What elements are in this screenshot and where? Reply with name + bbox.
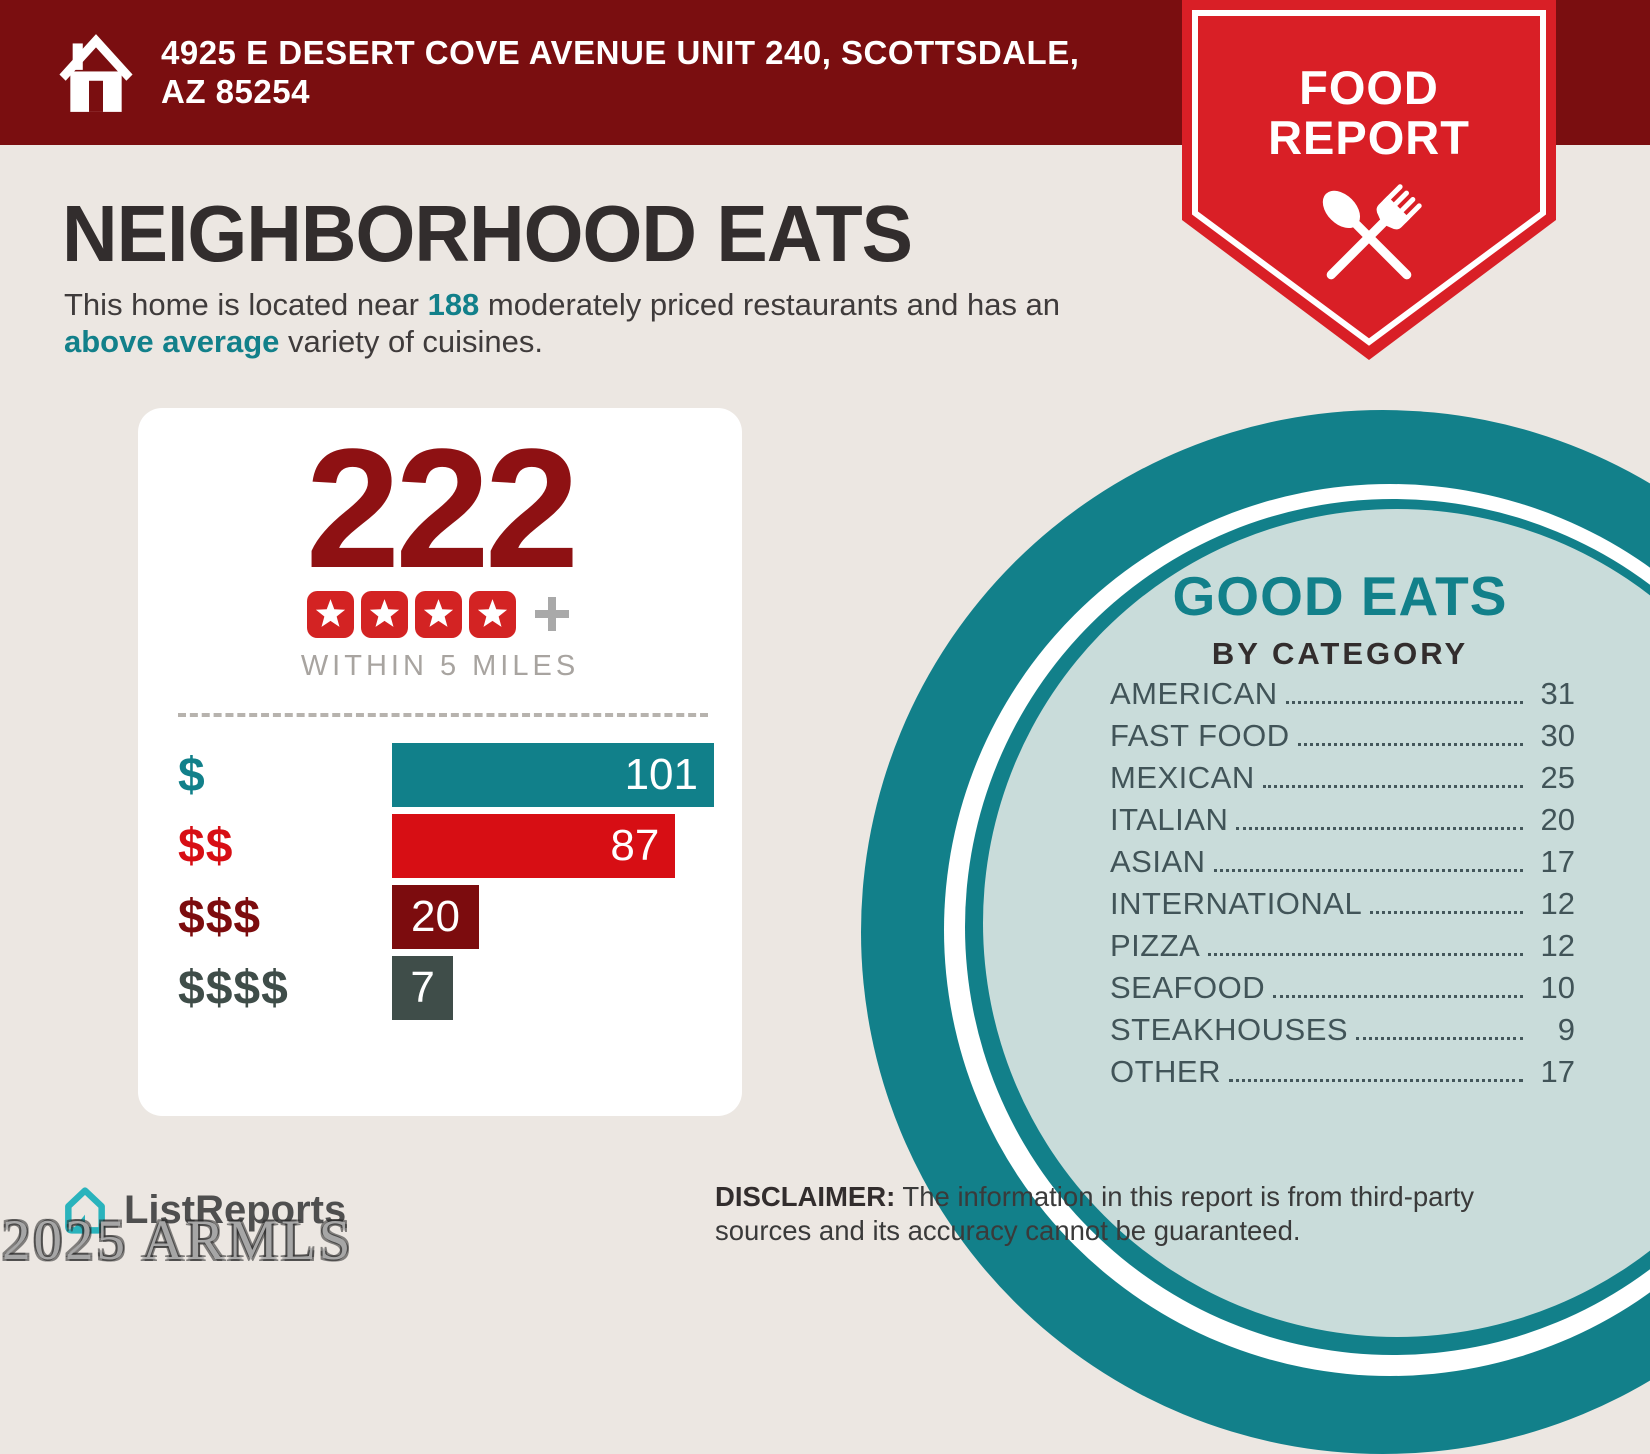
category-row: FAST FOOD 30 [1110,718,1575,760]
category-count: 10 [1540,970,1575,1005]
category-row: MEXICAN 25 [1110,760,1575,802]
dotted-leader [1356,1037,1523,1040]
property-address: 4925 E DESERT COVE AVENUE UNIT 240, SCOT… [161,33,1080,110]
category-row: SEAFOOD 10 [1110,970,1575,1012]
category-list: AMERICAN 31 FAST FOOD 30 MEXICAN 25 ITAL… [1110,676,1575,1096]
price-tier-bar: 101 [392,743,714,807]
listreports-logo: ListReports [60,1184,346,1236]
listreports-wordmark: ListReports [124,1187,347,1232]
dotted-leader [1208,953,1523,956]
food-report-badge: FOOD REPORT [1182,0,1556,360]
category-count: 20 [1540,802,1575,837]
dotted-leader [1370,911,1523,914]
price-tier-row: $$ 87 [178,814,714,878]
category-name: ASIAN [1110,844,1206,879]
intro-lead: This home is located near [64,287,428,322]
disclaimer-text: The information in this report is from t… [715,1181,1475,1246]
dotted-leader [1213,869,1523,872]
dotted-leader [1229,1079,1523,1082]
total-restaurant-count: 222 [305,414,580,604]
armls-watermark: 2025 ARMLS [2,1209,354,1272]
dotted-leader [1273,995,1523,998]
category-name: ITALIAN [1110,802,1229,837]
dotted-leader [1297,743,1523,746]
page-title: NEIGHBORHOOD EATS [62,189,913,279]
variety-highlight: above average [64,324,280,360]
price-tier-label: $$$ [178,890,262,944]
price-tier-label: $$$$ [178,961,289,1015]
category-count: 31 [1540,676,1575,711]
category-name: AMERICAN [1110,676,1278,711]
price-tier-bar-track: 87 [392,814,714,878]
category-row: ITALIAN 20 [1110,802,1575,844]
price-tier-value: 20 [410,892,460,941]
disclaimer: DISCLAIMER: The information in this repo… [715,1180,1573,1247]
category-row: ASIAN 17 [1110,844,1575,886]
category-count: 12 [1540,928,1575,963]
category-row: STEAKHOUSES 9 [1110,1012,1575,1054]
category-count: 25 [1540,760,1575,795]
category-count: 12 [1540,886,1575,921]
star-icon [469,590,516,638]
star-icon [415,590,462,638]
intro-text: This home is located near 188 moderately… [64,286,1114,360]
dashed-divider [178,713,708,717]
intro-mid: moderately priced restaurants and has an [479,287,1061,322]
star-icons [307,590,516,638]
good-eats-subtitle: BY CATEGORY [1211,636,1469,671]
price-tier-bar-track: 7 [392,956,714,1020]
category-row: PIZZA 12 [1110,928,1575,970]
dotted-leader [1262,785,1523,788]
badge-line2: REPORT [1268,111,1470,164]
price-tier-value: 101 [624,750,698,799]
badge-line1: FOOD [1299,61,1439,114]
restaurant-count: 188 [427,287,480,322]
price-tier-chart: $ 101 $$ 87 $$$ 20 $$$$ 7 [178,743,714,1020]
star-rating [138,590,742,638]
price-tier-label: $ [178,748,206,802]
category-name: INTERNATIONAL [1110,886,1363,921]
price-tier-bar: 20 [392,885,479,949]
category-name: MEXICAN [1110,760,1255,795]
price-tier-label: $$ [178,819,234,873]
category-count: 17 [1540,1054,1575,1089]
plus-icon [531,593,573,635]
restaurant-summary-card: 222 WITHIN 5 MILES $ 101 $$ [138,408,742,1116]
price-tier-value: 7 [410,963,435,1012]
category-row: OTHER 17 [1110,1054,1575,1096]
price-tier-bar: 7 [392,956,454,1020]
price-tier-bar-track: 101 [392,743,714,807]
category-name: STEAKHOUSES [1110,1012,1349,1047]
category-name: SEAFOOD [1110,970,1266,1005]
category-name: OTHER [1110,1054,1221,1089]
dotted-leader [1236,827,1523,830]
price-tier-bar: 87 [392,814,676,878]
dotted-leader [1285,701,1523,704]
category-name: PIZZA [1110,928,1201,963]
good-eats-header: GOOD EATS BY CATEGORY [1080,564,1600,672]
star-icon [307,590,354,638]
disclaimer-label: DISCLAIMER: [715,1181,896,1212]
price-tier-row: $$$ 20 [178,885,714,949]
radius-label: WITHIN 5 MILES [300,650,580,682]
crossed-utensils-icon [1322,184,1422,280]
category-row: INTERNATIONAL 12 [1110,886,1575,928]
star-icon [361,590,408,638]
category-count: 17 [1540,844,1575,879]
category-count: 9 [1557,1012,1575,1047]
price-tier-row: $$$$ 7 [178,956,714,1020]
category-row: AMERICAN 31 [1110,676,1575,718]
good-eats-circle-fill [983,509,1650,1337]
intro-tail: variety of cuisines. [279,324,544,360]
price-tier-row: $ 101 [178,743,714,807]
category-count: 30 [1540,718,1575,753]
listreports-house-icon [65,1187,105,1234]
home-icon [59,33,133,112]
good-eats-title: GOOD EATS [1172,565,1508,627]
category-name: FAST FOOD [1110,718,1290,753]
price-tier-bar-track: 20 [392,885,714,949]
price-tier-value: 87 [610,821,660,870]
